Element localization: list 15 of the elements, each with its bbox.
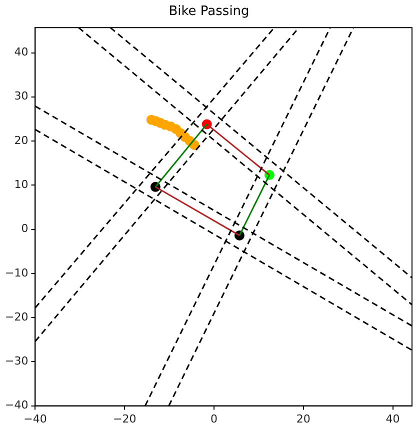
y-tick-label: 0 [21, 222, 28, 236]
y-tick-label: 20 [14, 134, 28, 147]
y-tick-label: 40 [14, 46, 28, 59]
x-tick-label: −40 [24, 412, 47, 426]
y-tick-label: −10 [4, 266, 28, 280]
x-tick-label: −20 [112, 412, 136, 426]
y-tick-label: −30 [4, 354, 28, 368]
y-tick-label: 30 [14, 90, 28, 103]
y-tick-label: −40 [4, 398, 28, 412]
x-tick-label: 40 [386, 412, 400, 426]
chart-title: Bike Passing [168, 4, 250, 20]
x-tick-label: 20 [296, 412, 310, 426]
y-tick-label: 10 [14, 178, 28, 192]
x-tick-label: 0 [210, 412, 218, 426]
y-tick-label: −20 [4, 310, 28, 324]
